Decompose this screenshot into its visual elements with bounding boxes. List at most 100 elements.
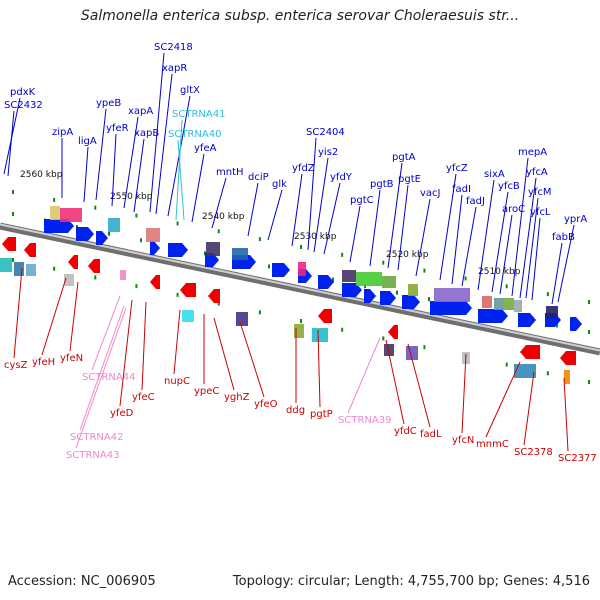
reverse-gene-arrow xyxy=(150,275,160,289)
gene-label: yfcL xyxy=(530,207,551,218)
gene-label: zipA xyxy=(52,127,73,138)
leader-line xyxy=(91,295,121,371)
leader-line xyxy=(211,177,227,229)
tick-mark xyxy=(268,264,270,269)
gene-label: SC2377 xyxy=(558,453,597,464)
leader-line xyxy=(439,173,457,281)
gene-label: yfeD xyxy=(110,408,134,419)
gene-feature-box xyxy=(60,208,82,222)
leader-line xyxy=(111,133,117,207)
gene-feature-box xyxy=(236,312,248,326)
gene-feature-box xyxy=(120,270,126,280)
gene-feature-box xyxy=(108,218,120,232)
gene-feature-box xyxy=(232,248,248,260)
tick-mark xyxy=(135,284,138,289)
accession-label: Accession: NC_006905 xyxy=(8,574,156,589)
gene-label: SCTRNA40 xyxy=(168,129,221,140)
leader-line xyxy=(155,73,173,215)
leader-line xyxy=(347,337,381,414)
tick-mark xyxy=(588,330,590,334)
gene-feature-box xyxy=(482,296,492,308)
tick-mark xyxy=(341,252,344,257)
gene-label: mntH xyxy=(216,167,244,178)
gene-feature-box xyxy=(384,344,394,356)
gene-label: yfeA xyxy=(194,143,217,154)
leader-line xyxy=(317,329,321,408)
gene-feature-box xyxy=(514,364,536,378)
leader-line xyxy=(141,301,147,391)
gene-label: glk xyxy=(272,179,287,190)
forward-gene-arrow xyxy=(205,253,219,267)
gene-label: pgtE xyxy=(398,174,421,185)
leader-line xyxy=(461,206,477,287)
forward-gene-arrow xyxy=(364,289,376,303)
leader-line xyxy=(69,281,79,352)
tick-mark xyxy=(53,266,56,271)
leader-line xyxy=(557,224,575,303)
reverse-gene-arrow xyxy=(318,309,332,323)
leader-line xyxy=(177,139,185,221)
leader-line xyxy=(291,173,303,247)
leader-line xyxy=(387,162,403,269)
gene-label: pdxK xyxy=(10,87,36,98)
leader-line xyxy=(499,214,513,295)
gene-feature-box xyxy=(546,306,558,318)
tick-mark xyxy=(176,292,179,297)
tick-mark xyxy=(505,284,508,289)
gene-label: SC2432 xyxy=(4,100,43,111)
tick-mark xyxy=(505,362,508,367)
tick-mark xyxy=(382,260,385,265)
reverse-gene-arrow xyxy=(68,255,78,269)
tick-mark xyxy=(258,237,261,242)
leader-line xyxy=(191,153,205,223)
tick-mark xyxy=(332,277,334,282)
forward-gene-arrow xyxy=(402,295,420,309)
scale-label: 2510 kbp xyxy=(478,267,521,277)
forward-gene-arrow xyxy=(318,275,334,289)
gene-label: ypeC xyxy=(194,386,219,397)
leader-line xyxy=(349,205,361,263)
gene-label: SCTRNA44 xyxy=(82,372,135,383)
tick-mark xyxy=(428,297,430,302)
gene-label: pgtB xyxy=(370,179,394,190)
tick-mark xyxy=(217,301,220,306)
leader-line xyxy=(149,52,165,213)
leader-line xyxy=(7,110,15,177)
scale-label: 2550 kbp xyxy=(110,192,153,202)
reverse-gene-arrow xyxy=(520,345,540,359)
leader-line xyxy=(451,194,463,285)
leader-line xyxy=(41,277,67,356)
gene-label: gltX xyxy=(180,85,200,96)
leader-line xyxy=(307,137,317,251)
forward-gene-arrow xyxy=(272,263,290,277)
tick-mark xyxy=(53,197,56,202)
gene-label: fadI xyxy=(452,184,471,195)
leader-line xyxy=(75,307,127,449)
gene-label: cysZ xyxy=(4,360,28,371)
leader-line xyxy=(213,317,235,391)
gene-label: ligA xyxy=(78,136,97,147)
scale-label: 2540 kbp xyxy=(202,212,245,222)
gene-feature-box xyxy=(298,262,306,276)
gene-feature-box xyxy=(382,276,396,288)
gene-label: xapR xyxy=(162,63,187,74)
tick-mark xyxy=(300,245,302,249)
gene-feature-box xyxy=(14,262,24,276)
tick-mark xyxy=(588,380,590,384)
gene-label: ypeB xyxy=(96,98,121,109)
gene-label: mepA xyxy=(518,147,547,158)
gene-label: yghZ xyxy=(224,392,250,403)
topology-label: Topology: circular; Length: 4,755,700 bp… xyxy=(232,574,590,589)
leader-line xyxy=(415,198,431,277)
gene-label: fadJ xyxy=(466,196,485,207)
leader-line xyxy=(95,108,107,201)
gene-label: xapB xyxy=(134,128,159,139)
leader-line xyxy=(385,339,405,425)
gene-label: pgtA xyxy=(392,152,416,163)
leader-line xyxy=(123,116,139,209)
leader-line xyxy=(407,343,431,428)
gene-label: pgtP xyxy=(310,409,333,420)
leader-line xyxy=(491,191,509,293)
gene-label: nupC xyxy=(164,376,190,387)
